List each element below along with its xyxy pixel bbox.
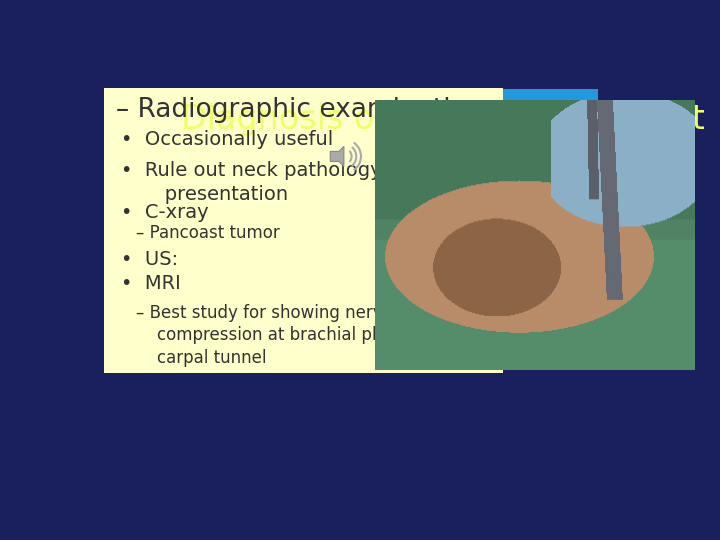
- Text: Diagnosis of Nerve Entrapment: Diagnosis of Nerve Entrapment: [181, 103, 705, 136]
- FancyBboxPatch shape: [168, 90, 598, 150]
- Text: – Pancoast tumor: – Pancoast tumor: [137, 224, 280, 242]
- Text: •  Occasionally useful: • Occasionally useful: [121, 130, 333, 149]
- Text: – Best study for showing nerve
    compression at brachial plexus down to
    ca: – Best study for showing nerve compressi…: [137, 303, 488, 367]
- FancyBboxPatch shape: [104, 88, 503, 373]
- Polygon shape: [330, 146, 344, 166]
- Text: •  US:: • US:: [121, 249, 178, 268]
- Text: •  C-xray: • C-xray: [121, 204, 209, 222]
- Text: – Radiographic examination: – Radiographic examination: [116, 97, 483, 123]
- Text: •  MRI: • MRI: [121, 274, 181, 293]
- Text: •  Rule out neck pathology in diffuse
       presentation: • Rule out neck pathology in diffuse pre…: [121, 161, 478, 204]
